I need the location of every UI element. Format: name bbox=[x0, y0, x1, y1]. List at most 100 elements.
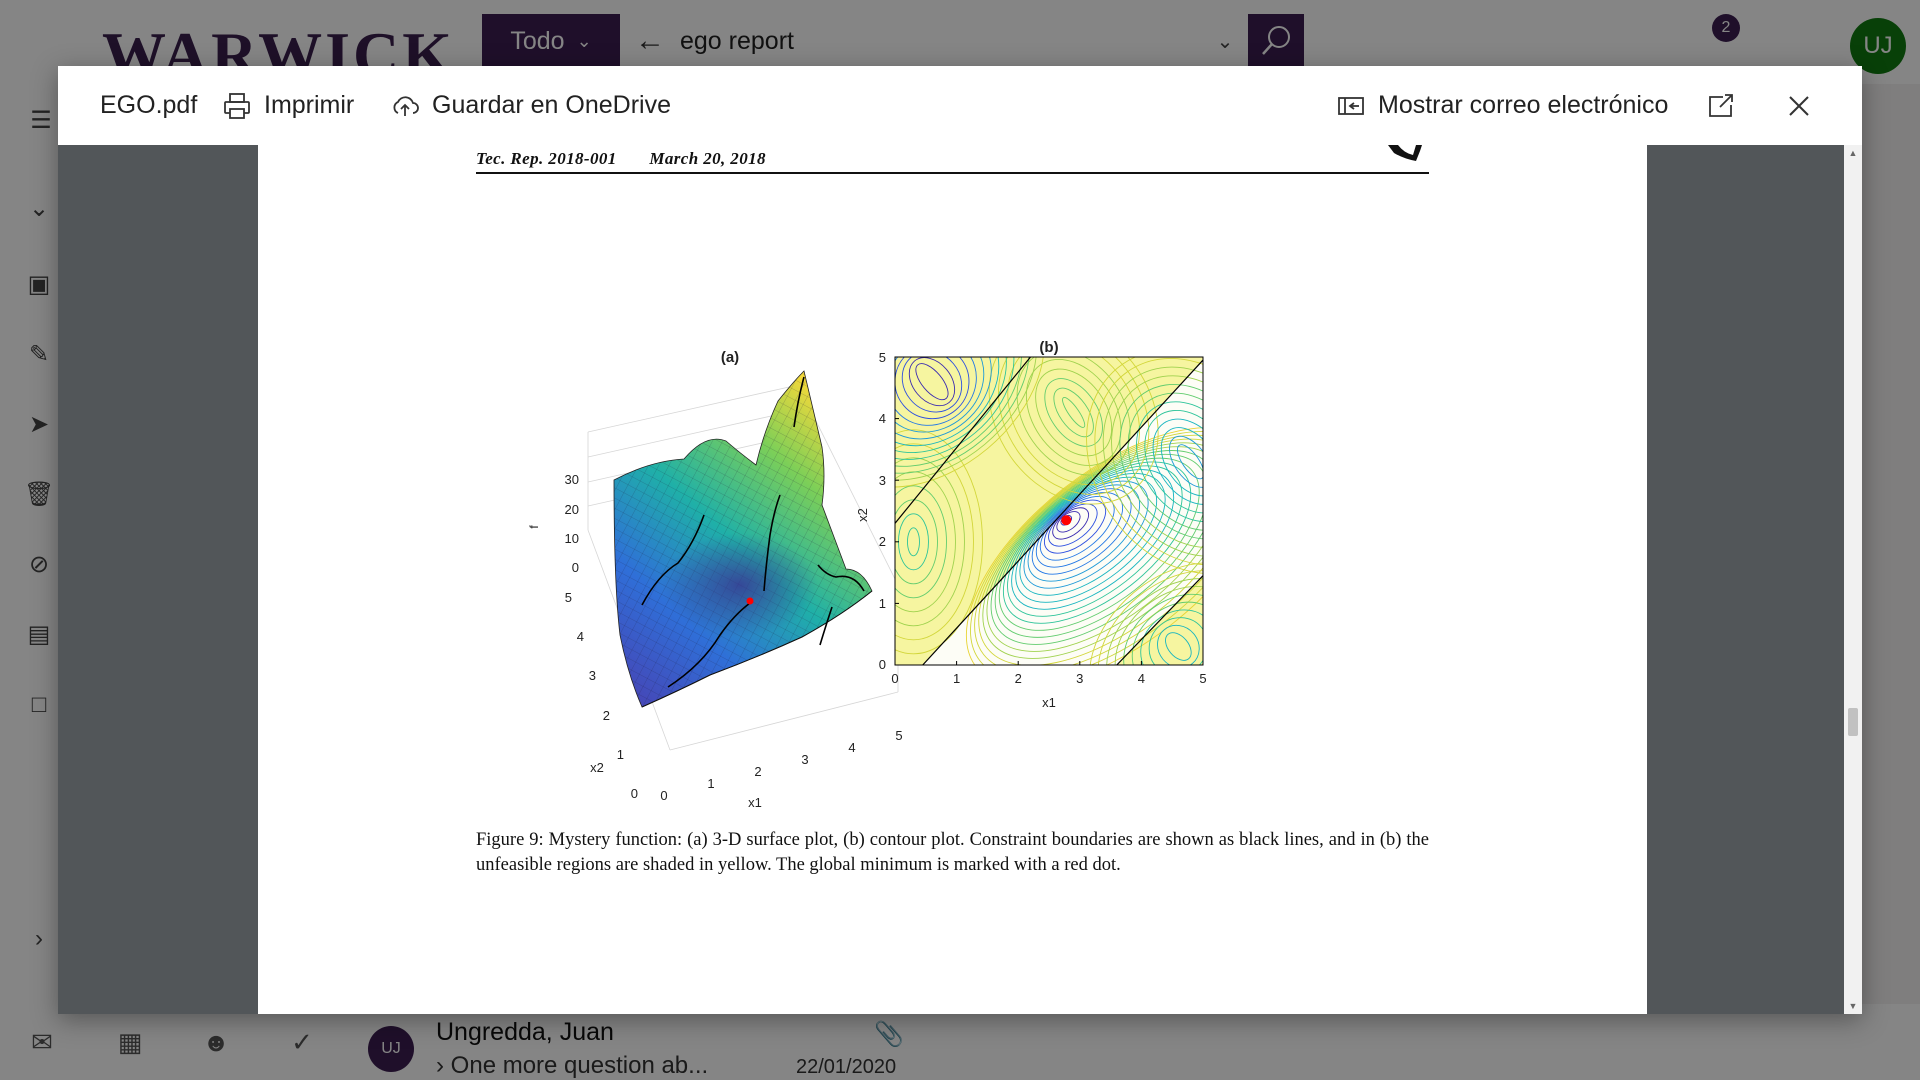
search-icon bbox=[1262, 26, 1290, 55]
surface-plot: (a) bbox=[527, 349, 903, 810]
contour-ring-min-9 bbox=[1023, 480, 1149, 589]
x-tick-0: 0 bbox=[891, 671, 898, 686]
contour-ring-bottom-8 bbox=[1097, 570, 1203, 665]
contour-ring-bottom-2 bbox=[1148, 617, 1203, 665]
contour-ring-left-3 bbox=[895, 485, 947, 599]
search-button[interactable] bbox=[1248, 14, 1304, 68]
tasks-icon[interactable]: ✓ bbox=[291, 1027, 313, 1057]
pdf-page: Tec. Rep. 2018-001 March 20, 2018 bbox=[258, 145, 1647, 1014]
archive-icon[interactable]: ▤ bbox=[27, 621, 51, 648]
x-tick-1: 1 bbox=[953, 671, 960, 686]
x-tick-3: 3 bbox=[1076, 671, 1083, 686]
contour-x-label: x1 bbox=[1042, 695, 1056, 710]
x2-tick-3: 3 bbox=[589, 668, 596, 683]
contour-ring-bottom-9 bbox=[1089, 562, 1203, 665]
x1-tick-5: 5 bbox=[895, 728, 902, 743]
contour-ring-min-18 bbox=[986, 446, 1203, 652]
chevron-right-icon[interactable]: › bbox=[35, 925, 43, 952]
search-input[interactable]: ego report bbox=[680, 26, 794, 55]
z-tick-30: 30 bbox=[565, 472, 579, 487]
z-tick-0: 0 bbox=[572, 560, 579, 575]
page-header: Tec. Rep. 2018-001 March 20, 2018 bbox=[476, 149, 794, 169]
chevron-right-icon[interactable]: › bbox=[436, 1052, 451, 1079]
hamburger-menu-icon[interactable]: ☰ bbox=[30, 107, 52, 134]
surface-constraint-lines bbox=[641, 376, 865, 688]
user-avatar[interactable]: UJ bbox=[1850, 18, 1906, 74]
notes-icon[interactable]: □ bbox=[31, 691, 47, 718]
x2-tick-1: 1 bbox=[617, 747, 624, 762]
trash-icon[interactable]: 🗑 bbox=[24, 481, 55, 508]
z-tick-20: 20 bbox=[565, 502, 579, 517]
search-box[interactable]: ← ego report ⌄ bbox=[620, 14, 1248, 68]
contour-ring-right-1 bbox=[1169, 435, 1203, 488]
figure-caption: Figure 9: Mystery function: (a) 3-D surf… bbox=[476, 830, 1429, 875]
x1-tick-3: 3 bbox=[801, 752, 808, 767]
y-tick-0: 0 bbox=[879, 657, 886, 672]
notification-badge[interactable]: 2 bbox=[1712, 14, 1740, 42]
contour-ring-upper-left-3 bbox=[895, 357, 970, 420]
people-icon[interactable]: ☻ bbox=[202, 1027, 230, 1057]
contour-ring-upper-left-10 bbox=[895, 357, 1022, 467]
drafts-pencil-icon[interactable]: ✎ bbox=[28, 341, 50, 368]
contour-ring-top-1 bbox=[1053, 387, 1094, 438]
save-onedrive-button[interactable]: Guardar en OneDrive bbox=[390, 66, 671, 145]
x-tick-2: 2 bbox=[1015, 671, 1022, 686]
contour-ring-right-0 bbox=[1177, 444, 1203, 480]
contour-ring-bottom-7 bbox=[1106, 578, 1203, 665]
print-button[interactable]: Imprimir bbox=[222, 66, 354, 145]
header-rule bbox=[476, 172, 1429, 174]
x-tick-5: 5 bbox=[1199, 671, 1206, 686]
contour-ring-left-5 bbox=[895, 457, 965, 627]
contour-ring-min-16 bbox=[994, 453, 1203, 638]
message-subject-text: One more question ab... bbox=[450, 1052, 709, 1079]
contour-ring-upper-left-6 bbox=[895, 357, 992, 440]
popout-button[interactable] bbox=[1706, 66, 1736, 145]
mail-icon[interactable]: ✉ bbox=[31, 1027, 53, 1057]
message-list-item[interactable]: UJ Ungredda, Juan › One more question ab… bbox=[352, 1004, 964, 1080]
contour-ring-upper-left-1 bbox=[908, 357, 956, 407]
y-tick-3: 3 bbox=[879, 473, 886, 488]
scroll-thumb[interactable] bbox=[1848, 708, 1858, 736]
contour-ring-bottom-1 bbox=[1157, 624, 1200, 665]
show-email-button[interactable]: Mostrar correo electrónico bbox=[1336, 66, 1668, 145]
search-scope-label: Todo bbox=[510, 26, 565, 55]
scroll-up-icon[interactable]: ▲ bbox=[1848, 148, 1858, 158]
contour-ring-right-7 bbox=[1119, 384, 1203, 540]
contour-ring-upper-left-4 bbox=[895, 357, 977, 426]
sent-icon[interactable]: ➤ bbox=[28, 411, 50, 438]
contour-ring-left-4 bbox=[895, 471, 956, 613]
search-scope-dropdown[interactable]: Todo ⌄ bbox=[482, 14, 620, 68]
contour-ring-top-6 bbox=[1007, 357, 1140, 486]
contour-ring-min-8 bbox=[1027, 484, 1141, 582]
inbox-icon[interactable]: ▣ bbox=[27, 271, 51, 298]
sender-avatar: UJ bbox=[368, 1026, 414, 1072]
junk-icon[interactable]: ⊘ bbox=[28, 551, 50, 578]
contour-frame bbox=[894, 356, 1204, 666]
report-number: Tec. Rep. 2018-001 bbox=[476, 149, 617, 168]
contour-ring-upper-left-0 bbox=[915, 363, 949, 401]
contour-ring-upper-left-13 bbox=[895, 357, 1045, 488]
scroll-down-icon[interactable]: ▼ bbox=[1848, 1001, 1858, 1011]
y-tick-1: 1 bbox=[879, 596, 886, 611]
close-button[interactable] bbox=[1784, 66, 1814, 145]
search-history-chevron-icon[interactable]: ⌄ bbox=[1216, 30, 1234, 53]
contour-ring-min-2 bbox=[1052, 507, 1090, 540]
chevron-down-icon[interactable]: ⌄ bbox=[28, 195, 50, 222]
contour-ticks bbox=[894, 356, 1204, 666]
constraint-line-3 bbox=[1116, 575, 1203, 665]
calendar-icon[interactable]: ▦ bbox=[117, 1027, 143, 1057]
contour-ring-min-3 bbox=[1048, 503, 1098, 547]
vertical-scrollbar[interactable]: ▲ ▼ bbox=[1844, 145, 1862, 1014]
contour-ring-right-3 bbox=[1152, 418, 1203, 505]
contour-ring-upper-left-11 bbox=[895, 357, 1030, 474]
surface-bowl bbox=[662, 533, 818, 637]
pdf-canvas[interactable]: Tec. Rep. 2018-001 March 20, 2018 bbox=[58, 145, 1844, 1014]
arrow-left-icon[interactable]: ← bbox=[635, 24, 665, 57]
contour-ring-right-8 bbox=[1111, 375, 1203, 549]
save-onedrive-label: Guardar en OneDrive bbox=[432, 91, 672, 119]
surface-plot-title: (a) bbox=[721, 349, 739, 366]
contour-ring-bottom-0 bbox=[1165, 632, 1192, 661]
contour-y-axis: 5 4 3 2 1 0 x2 bbox=[855, 350, 886, 672]
contour-field bbox=[895, 357, 1203, 665]
x2-axis-label: x2 bbox=[590, 760, 604, 775]
